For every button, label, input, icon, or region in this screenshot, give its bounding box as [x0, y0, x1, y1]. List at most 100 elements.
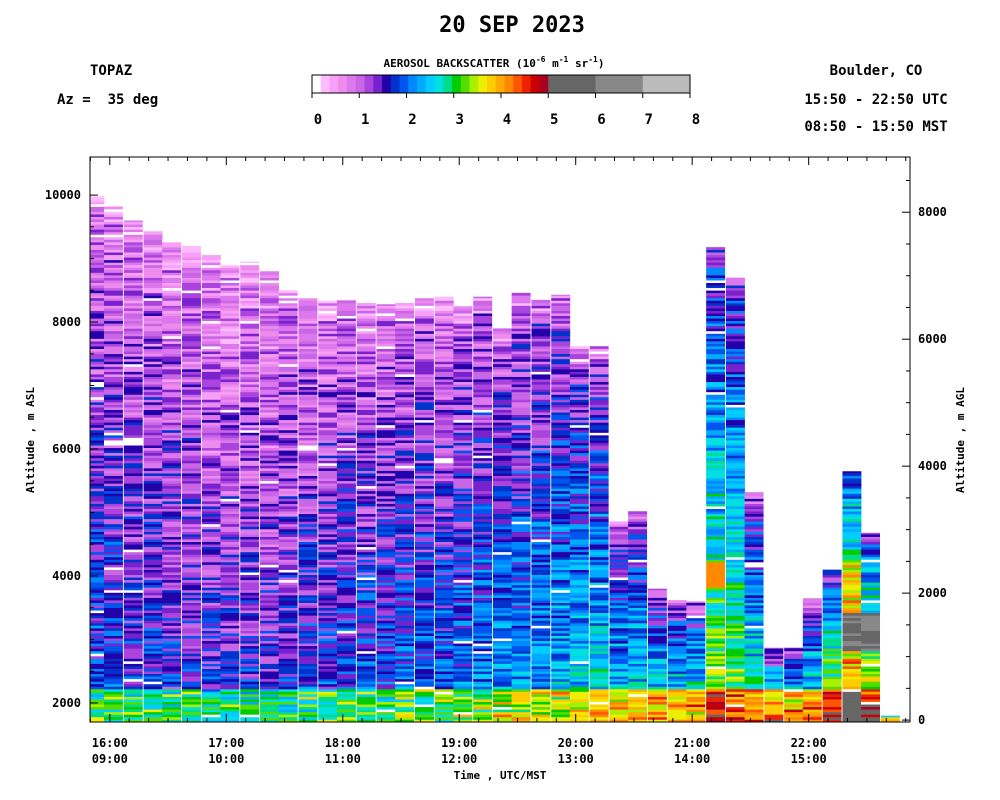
backscatter-cell [609, 696, 629, 700]
backscatter-cell [162, 620, 182, 624]
backscatter-cell [103, 244, 123, 248]
backscatter-cell [90, 620, 105, 624]
backscatter-cell [589, 630, 609, 634]
backscatter-cell [647, 640, 667, 644]
backscatter-cell [90, 694, 105, 697]
backscatter-cell [182, 480, 201, 484]
backscatter-cell [103, 399, 123, 403]
backscatter-cell [182, 429, 201, 433]
backscatter-cell [162, 402, 182, 405]
backscatter-cell [336, 676, 356, 680]
backscatter-cell [143, 465, 163, 469]
backscatter-cell [103, 701, 123, 705]
backscatter-cell [182, 625, 201, 629]
backscatter-cell [123, 338, 143, 342]
backscatter-cell [103, 457, 123, 461]
backscatter-cell [531, 610, 551, 614]
backscatter-cell [201, 358, 221, 362]
backscatter-cell [103, 673, 123, 677]
backscatter-cell [103, 384, 123, 388]
backscatter-cell [318, 457, 338, 461]
backscatter-cell [260, 457, 279, 461]
backscatter-cell [531, 592, 551, 596]
backscatter-cell [569, 666, 589, 669]
backscatter-cell [123, 353, 143, 357]
backscatter-cell [240, 633, 260, 636]
backscatter-cell [240, 470, 260, 474]
backscatter-cell [162, 696, 182, 700]
backscatter-cell [376, 620, 396, 624]
backscatter-cell [336, 617, 356, 621]
backscatter-cell [143, 412, 163, 416]
backscatter-cell [414, 534, 434, 537]
backscatter-cell [356, 564, 376, 568]
backscatter-cell [220, 277, 240, 281]
backscatter-cell [434, 630, 454, 634]
backscatter-cell [434, 620, 454, 624]
backscatter-cell [414, 457, 434, 461]
backscatter-cell [551, 320, 571, 324]
backscatter-cell [278, 374, 298, 377]
backscatter-cell [201, 264, 221, 268]
backscatter-cell [278, 610, 298, 614]
backscatter-cell [162, 650, 182, 654]
backscatter-cell [143, 607, 163, 611]
backscatter-cell [318, 602, 338, 606]
backscatter-cell [434, 296, 454, 299]
colorbar-tick-label: 5 [550, 112, 558, 128]
backscatter-cell [143, 661, 163, 664]
backscatter-cell [473, 336, 493, 339]
backscatter-cell [609, 640, 629, 644]
backscatter-cell [628, 701, 648, 705]
backscatter-cell [201, 615, 221, 619]
backscatter-cell [453, 389, 473, 393]
backscatter-cell [90, 272, 105, 276]
backscatter-cell [473, 427, 493, 431]
backscatter-cell [298, 417, 318, 421]
backscatter-cell [143, 270, 163, 273]
backscatter-cell [434, 683, 454, 687]
backscatter-cell [298, 549, 318, 553]
backscatter-cell [336, 691, 356, 695]
backscatter-cell [240, 546, 260, 550]
backscatter-cell [182, 328, 201, 332]
backscatter-cell [103, 465, 123, 469]
backscatter-cell [569, 658, 589, 662]
backscatter-cell [298, 374, 318, 377]
backscatter-cell [551, 638, 571, 642]
backscatter-cell [453, 306, 473, 309]
backscatter-cell [278, 389, 298, 393]
backscatter-cell [493, 351, 512, 355]
backscatter-cell [434, 333, 454, 337]
backscatter-cell [182, 412, 201, 416]
backscatter-cell [143, 244, 163, 248]
backscatter-cell [103, 518, 123, 522]
backscatter-cell [511, 592, 531, 596]
backscatter-cell [414, 508, 434, 512]
backscatter-cell [240, 539, 260, 543]
backscatter-cell [376, 663, 396, 667]
backscatter-cell [628, 617, 648, 621]
backscatter-cell [531, 445, 551, 449]
backscatter-cell [103, 694, 123, 697]
backscatter-cell [628, 612, 648, 616]
backscatter-cell [318, 465, 338, 469]
backscatter-cell [182, 270, 201, 273]
backscatter-cell [162, 605, 182, 609]
backscatter-cell [90, 303, 105, 306]
backscatter-cell [240, 478, 260, 482]
backscatter-cell [473, 655, 493, 659]
backscatter-cell [414, 699, 434, 702]
backscatter-cell [90, 287, 105, 291]
backscatter-cell [569, 518, 589, 522]
backscatter-cell [376, 567, 396, 570]
backscatter-cell [90, 295, 105, 299]
backscatter-cell [240, 582, 260, 586]
backscatter-cell [278, 661, 298, 664]
backscatter-cell [90, 394, 105, 398]
backscatter-cell [220, 498, 240, 502]
backscatter-cell [473, 399, 493, 403]
backscatter-cell [278, 325, 298, 329]
backscatter-cell [182, 470, 201, 474]
backscatter-cell [123, 358, 143, 362]
